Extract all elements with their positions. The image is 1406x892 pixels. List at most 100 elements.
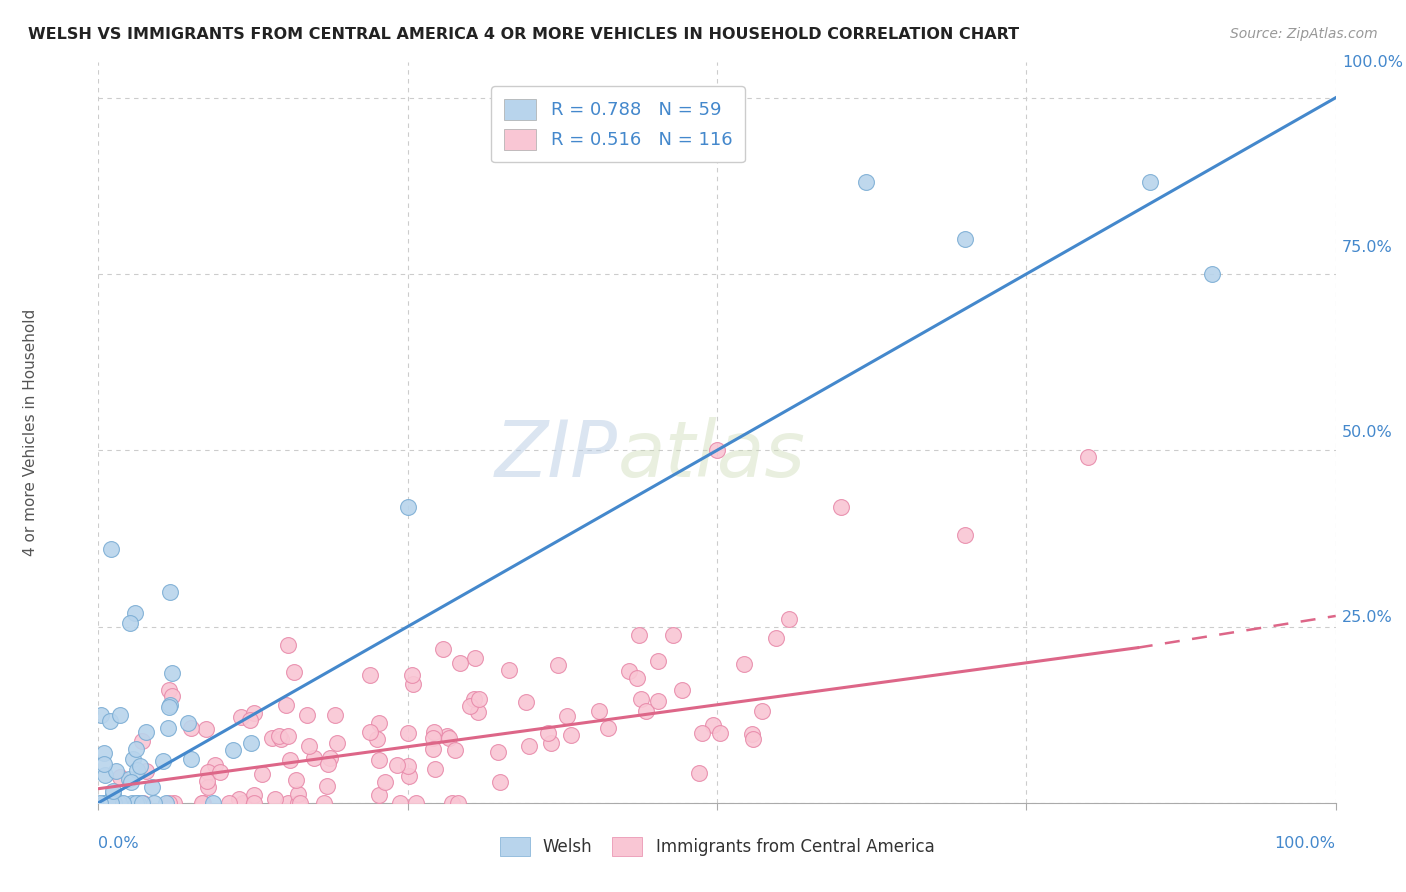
Point [405, 796, 427, 810]
Point [458, 698, 481, 713]
Point [94, 768, 117, 782]
Point [243, 788, 266, 802]
Point [93, 796, 115, 810]
Point [155, 796, 177, 810]
Point [741, 731, 763, 746]
Point [688, 765, 710, 780]
Point [953, 528, 976, 542]
Point [318, 750, 340, 764]
Point [98, 714, 121, 728]
Point [634, 704, 657, 718]
Text: atlas: atlas [619, 417, 806, 493]
Point [467, 706, 489, 720]
Point [398, 769, 420, 783]
Point [107, 796, 129, 810]
Point [141, 780, 163, 795]
Point [103, 796, 125, 810]
Point [489, 775, 512, 789]
Point [298, 739, 321, 754]
Point [537, 726, 560, 740]
Point [468, 691, 491, 706]
Point [751, 704, 773, 718]
Point [396, 726, 419, 740]
Point [436, 729, 458, 743]
Point [110, 770, 132, 784]
Point [423, 725, 446, 739]
Point [283, 665, 305, 679]
Point [285, 773, 308, 788]
Point [443, 742, 465, 756]
Point [1077, 450, 1099, 465]
Point [374, 775, 396, 789]
Point [117, 772, 139, 787]
Point [401, 668, 423, 682]
Point [100, 541, 122, 556]
Point [239, 713, 262, 727]
Point [288, 796, 311, 810]
Point [191, 796, 214, 810]
Point [402, 677, 425, 691]
Point [243, 706, 266, 720]
Point [389, 796, 412, 810]
Point [152, 754, 174, 768]
Point [366, 732, 388, 747]
Point [228, 792, 250, 806]
Point [437, 731, 460, 745]
Point [630, 692, 652, 706]
Point [709, 726, 731, 740]
Point [953, 232, 976, 246]
Point [274, 698, 297, 712]
Point [124, 607, 146, 621]
Point [671, 683, 693, 698]
Point [277, 796, 299, 810]
Point [432, 642, 454, 657]
Point [1139, 175, 1161, 189]
Point [197, 764, 219, 779]
Point [108, 708, 131, 723]
Point [143, 796, 166, 810]
Point [423, 763, 446, 777]
Point [163, 796, 186, 810]
Point [855, 175, 877, 189]
Point [131, 733, 153, 747]
Point [125, 763, 148, 777]
Point [159, 585, 181, 599]
Point [100, 796, 122, 810]
Point [204, 758, 226, 772]
Point [464, 650, 486, 665]
Point [297, 707, 319, 722]
Point [702, 717, 724, 731]
Point [422, 731, 444, 745]
Point [89, 796, 111, 810]
Point [160, 689, 183, 703]
Point [368, 715, 391, 730]
Point [157, 721, 180, 735]
Text: 25.0%: 25.0% [1341, 610, 1392, 625]
Point [232, 796, 254, 810]
Point [93, 757, 115, 772]
Text: 100.0%: 100.0% [1275, 836, 1336, 851]
Point [617, 665, 640, 679]
Point [323, 708, 346, 723]
Point [560, 728, 582, 742]
Text: WELSH VS IMMIGRANTS FROM CENTRAL AMERICA 4 OR MORE VEHICLES IN HOUSEHOLD CORRELA: WELSH VS IMMIGRANTS FROM CENTRAL AMERICA… [28, 27, 1019, 42]
Point [118, 616, 141, 631]
Point [159, 698, 181, 713]
Point [422, 742, 444, 756]
Text: 75.0%: 75.0% [1341, 240, 1392, 255]
Point [692, 726, 714, 740]
Point [98, 796, 121, 810]
Point [264, 792, 287, 806]
Point [157, 683, 180, 698]
Point [517, 739, 540, 753]
Text: 50.0%: 50.0% [1341, 425, 1392, 440]
Point [463, 691, 485, 706]
Point [515, 695, 537, 709]
Point [124, 741, 146, 756]
Point [90, 707, 112, 722]
Point [101, 787, 124, 801]
Point [180, 752, 202, 766]
Point [262, 731, 284, 745]
Point [270, 731, 292, 746]
Point [368, 788, 391, 802]
